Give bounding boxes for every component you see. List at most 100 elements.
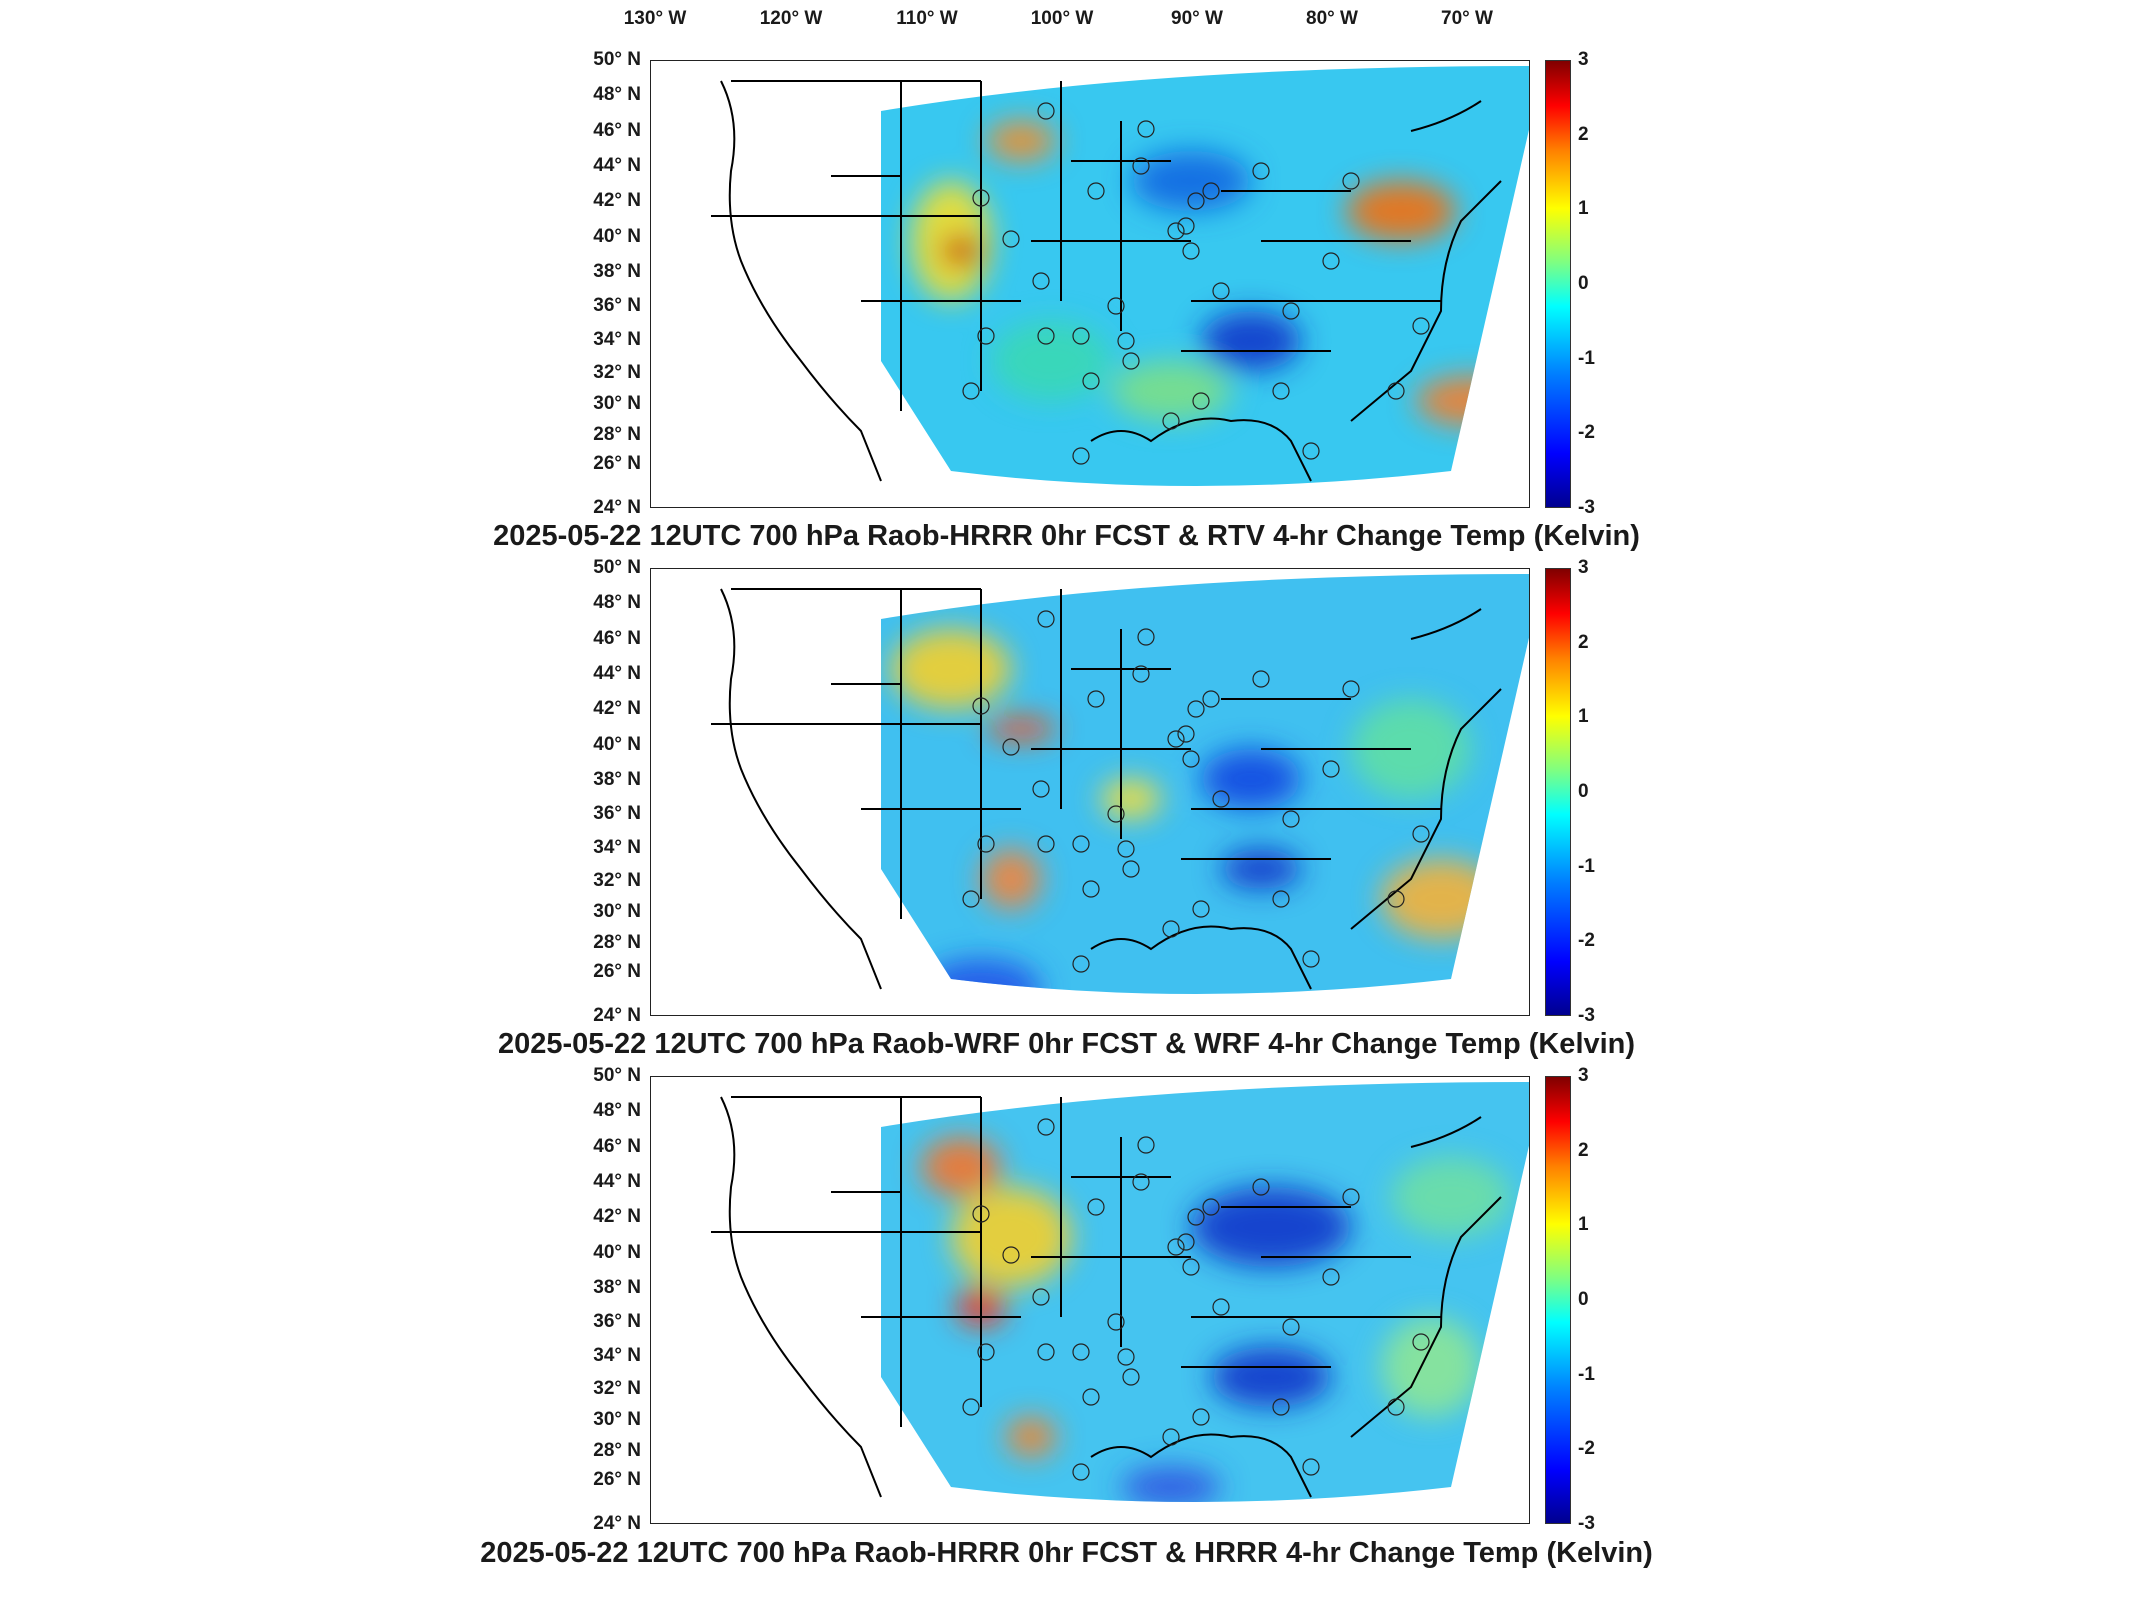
lat-label: 28° N	[593, 932, 641, 953]
station-marker	[1412, 1333, 1430, 1351]
station-marker	[1137, 120, 1155, 138]
colorbar	[1545, 1076, 1571, 1524]
temperature-anomaly	[1211, 1347, 1331, 1407]
station-marker	[1122, 860, 1140, 878]
station-marker	[1187, 700, 1205, 718]
station-marker	[1122, 1368, 1140, 1386]
temperature-map	[711, 1082, 1529, 1502]
station-marker	[1132, 665, 1150, 683]
station-marker	[962, 1398, 980, 1416]
colorbar-tick-label: -3	[1578, 1005, 1595, 1026]
station-marker	[1282, 302, 1300, 320]
lat-label: 46° N	[593, 628, 641, 649]
temperature-anomaly	[991, 321, 1111, 401]
station-marker	[1167, 1238, 1185, 1256]
station-marker	[1167, 730, 1185, 748]
temperature-anomaly	[1221, 849, 1301, 889]
station-marker	[1107, 297, 1125, 315]
temperature-anomaly	[1131, 151, 1251, 211]
lat-label: 40° N	[593, 1242, 641, 1263]
lon-label: 90° W	[1171, 8, 1223, 29]
colorbar-tick-label: -3	[1578, 497, 1595, 518]
colorbar-tick-label: -2	[1578, 1438, 1595, 1460]
lat-label: 28° N	[593, 1440, 641, 1461]
lat-label: 48° N	[593, 84, 641, 105]
lon-label: 70° W	[1441, 8, 1493, 29]
temperature-map	[711, 66, 1529, 486]
station-marker	[1192, 900, 1210, 918]
colorbar	[1545, 568, 1571, 1016]
colorbar-tick-label: 3	[1578, 49, 1589, 70]
station-marker	[1002, 230, 1020, 248]
station-marker	[962, 382, 980, 400]
map-frame	[650, 568, 1530, 1016]
lat-label: 40° N	[593, 226, 641, 247]
lon-label: 130° W	[623, 8, 687, 29]
station-marker	[1082, 372, 1100, 390]
lat-label: 30° N	[593, 393, 641, 414]
temperature-anomaly	[1201, 749, 1301, 809]
station-marker	[1117, 1348, 1135, 1366]
panel-title: 2025-05-22 12UTC 700 hPa Raob-WRF 0hr FC…	[497, 1028, 1636, 1060]
colorbar-tick-label: 2	[1578, 1139, 1589, 1161]
station-marker	[1412, 825, 1430, 843]
station-marker	[1202, 690, 1220, 708]
temperature-anomaly	[1416, 376, 1526, 426]
station-marker	[1177, 1233, 1195, 1251]
lat-label: 24° N	[593, 1005, 641, 1026]
lat-label: 38° N	[593, 769, 641, 790]
station-marker	[1412, 317, 1430, 335]
station-marker	[1342, 680, 1360, 698]
station-marker	[1122, 352, 1140, 370]
station-marker	[1302, 1458, 1320, 1476]
lat-label: 32° N	[593, 1378, 641, 1399]
station-marker	[1162, 920, 1180, 938]
state-boundaries	[711, 80, 1502, 482]
colorbar-tick-label: 0	[1578, 1289, 1589, 1310]
station-marker	[1132, 1173, 1150, 1191]
temperature-map	[711, 574, 1529, 994]
lat-label: 36° N	[593, 803, 641, 824]
temperature-anomaly	[1346, 181, 1456, 241]
temperature-anomaly	[1121, 1467, 1221, 1502]
station-marker	[1032, 1288, 1050, 1306]
station-marker	[1342, 172, 1360, 190]
lat-label: 34° N	[593, 837, 641, 858]
station-marker	[1037, 102, 1055, 120]
lon-label: 80° W	[1306, 8, 1358, 29]
colorbar-tick-label: -1	[1578, 347, 1595, 369]
temperature-anomaly	[1191, 1187, 1351, 1267]
colorbar-tick-label: -2	[1578, 930, 1595, 952]
station-marker	[1072, 1343, 1090, 1361]
lat-label: 26° N	[593, 961, 641, 982]
lat-label: 36° N	[593, 295, 641, 316]
lon-label: 110° W	[896, 8, 958, 29]
state-boundaries	[711, 588, 1502, 990]
station-marker	[1087, 1198, 1105, 1216]
lat-label: 46° N	[593, 120, 641, 141]
lat-label: 50° N	[593, 1065, 641, 1086]
station-marker	[1037, 327, 1055, 345]
lat-label: 42° N	[593, 1206, 641, 1227]
temperature-anomaly	[1391, 1157, 1511, 1237]
lat-label: 50° N	[593, 557, 641, 578]
station-marker	[1002, 1246, 1020, 1264]
station-marker	[1002, 738, 1020, 756]
lat-label: 44° N	[593, 1171, 641, 1192]
station-marker	[1032, 272, 1050, 290]
station-marker	[1182, 242, 1200, 260]
temperature-anomaly	[986, 121, 1056, 161]
station-marker	[1387, 1398, 1405, 1416]
lat-label: 44° N	[593, 663, 641, 684]
station-marker	[1252, 162, 1270, 180]
colorbar-tick-label: -1	[1578, 855, 1595, 877]
colorbar-tick-label: -3	[1578, 1513, 1595, 1534]
colorbar-tick-label: 1	[1578, 198, 1589, 220]
temperature-anomaly	[986, 717, 1056, 741]
temperature-anomaly	[921, 1137, 1001, 1197]
station-marker	[1192, 1408, 1210, 1426]
station-marker	[1162, 1428, 1180, 1446]
station-marker	[1107, 805, 1125, 823]
station-marker	[1087, 690, 1105, 708]
lat-label: 44° N	[593, 155, 641, 176]
